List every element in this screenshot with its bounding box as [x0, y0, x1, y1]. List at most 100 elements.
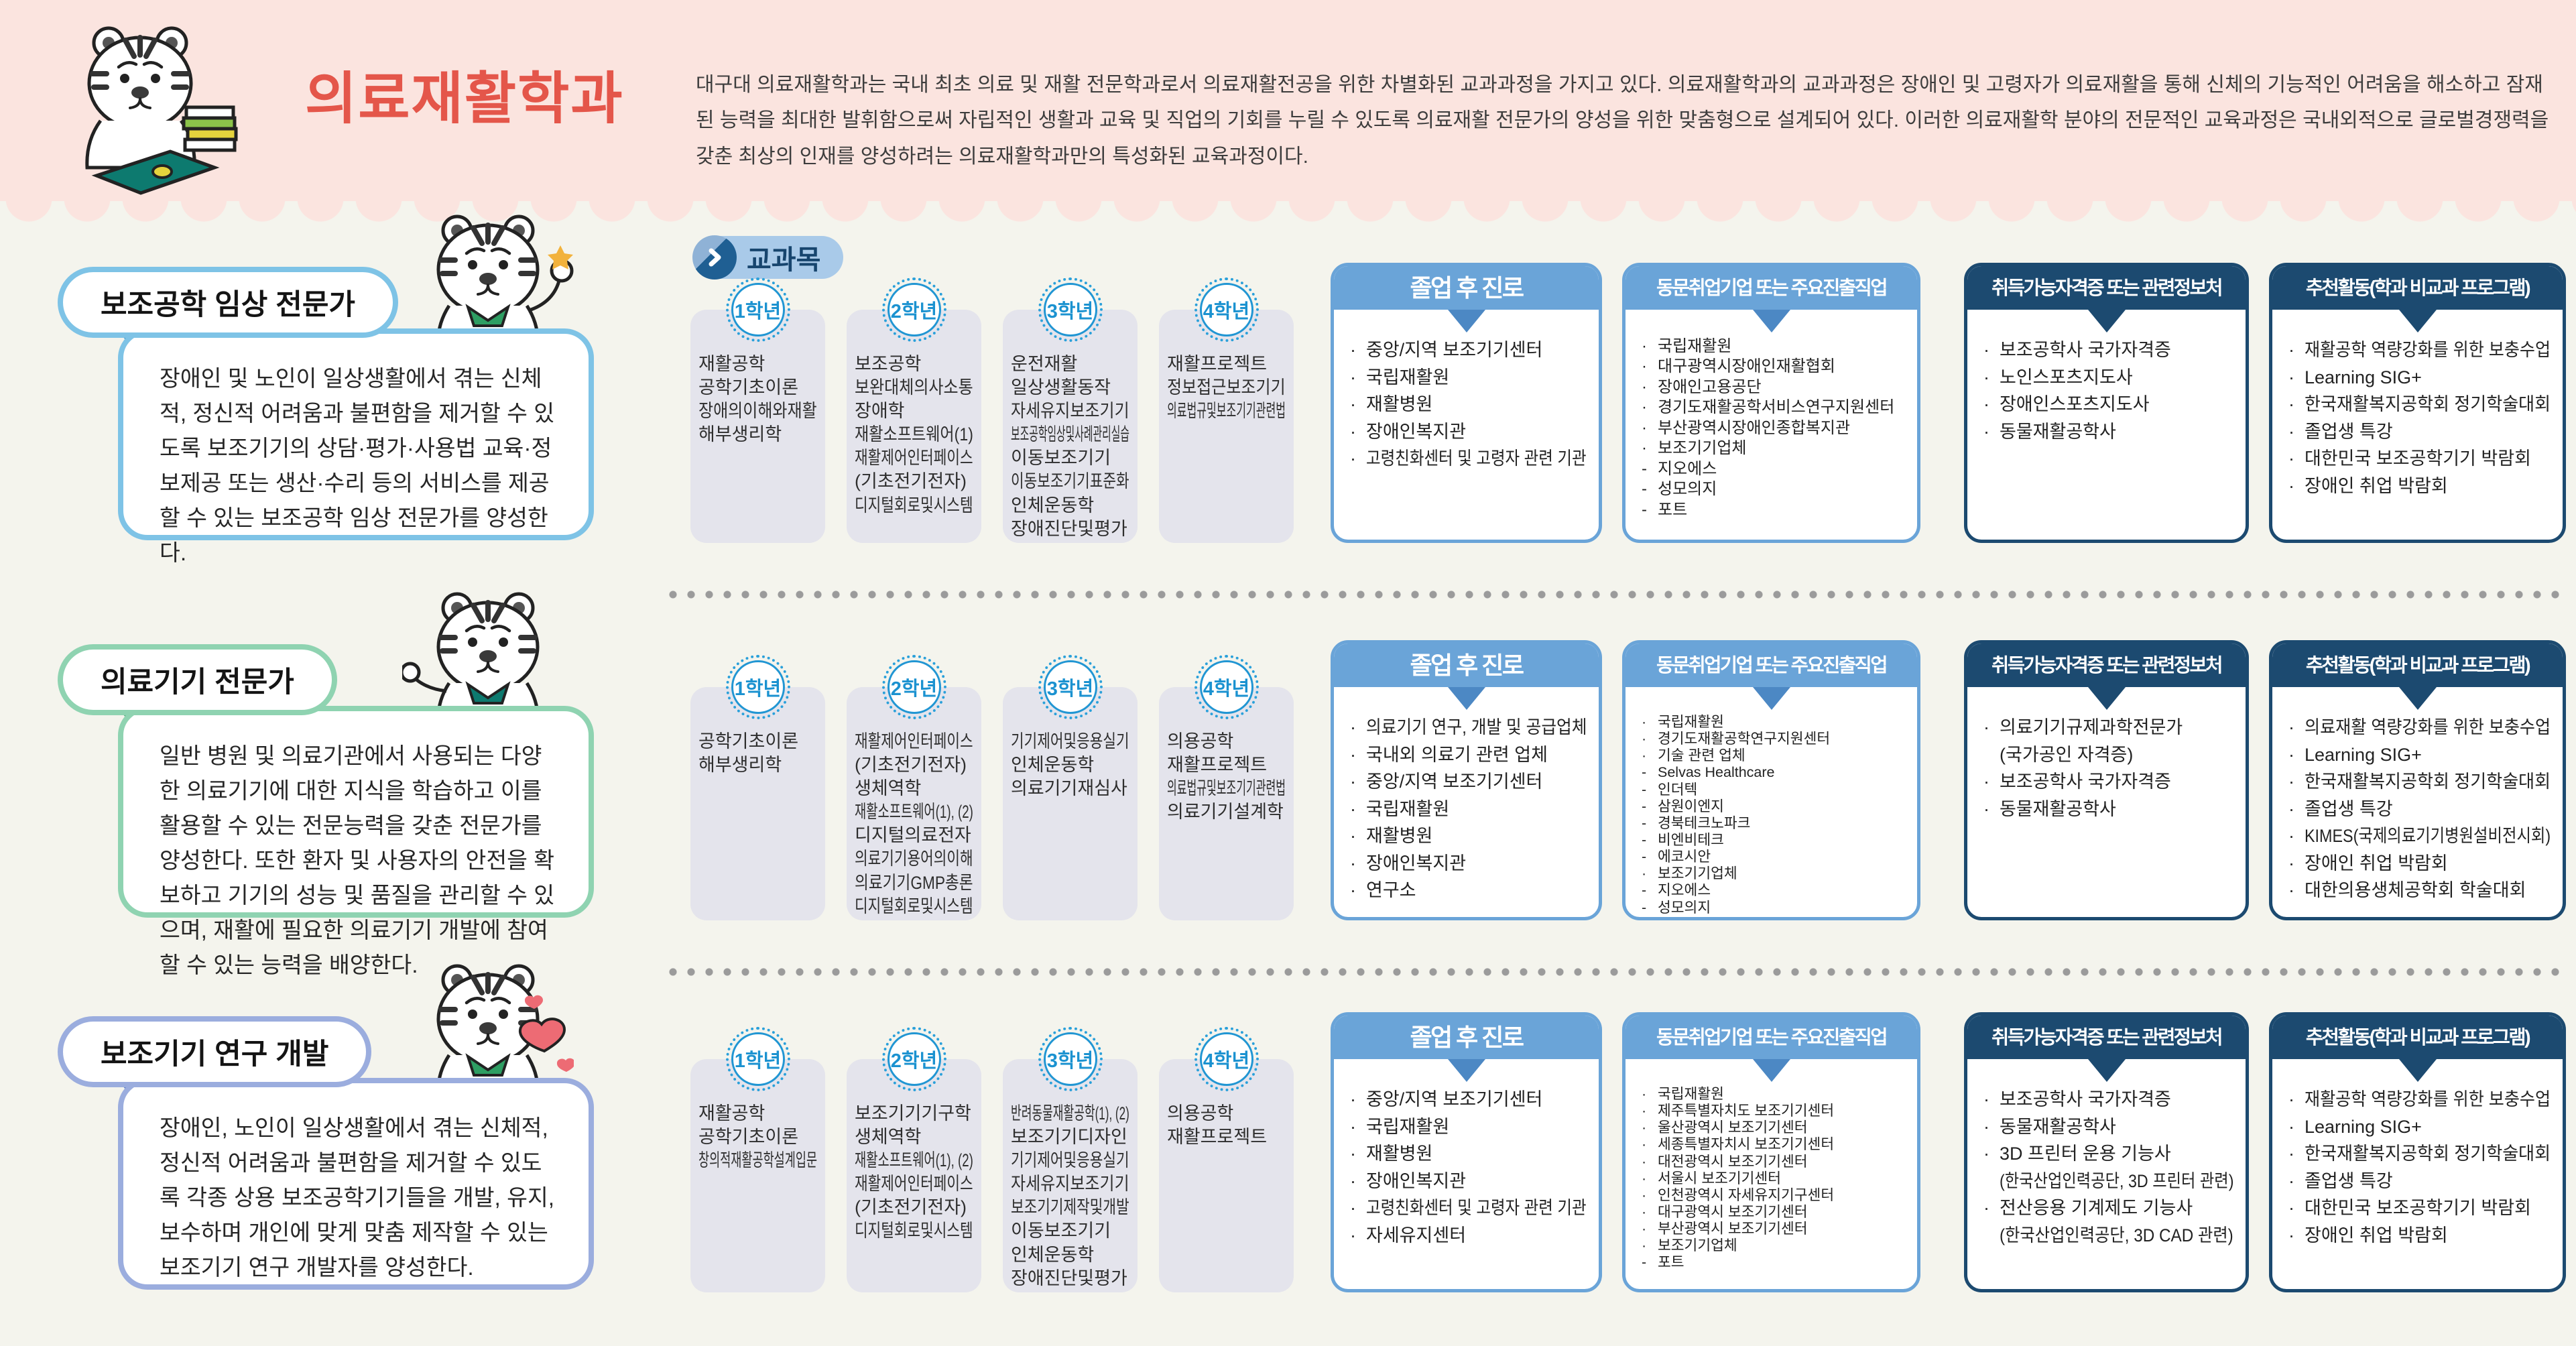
year-badge-label: 1학년	[731, 660, 785, 714]
list-bullet: ·	[1642, 1086, 1647, 1102]
list-item: - 경북테크노파크	[1642, 815, 1905, 832]
list-item-text: KIMES(국제의료기기병원설비전시회)	[2305, 826, 2551, 846]
department-description: 대구대 의료재활학과는 국내 최초 의료 및 재활 전문학과로서 의료재활전공을…	[696, 74, 2549, 168]
list-bullet: -	[1642, 480, 1647, 499]
profession-row: 일반 병원 및 의료기관에서 사용되는 다양한 의료기기에 대한 지식을 학습하…	[0, 592, 2576, 978]
info-box: 동문취업기업 또는 주요진출직업 · 국립재활원 · 제주특별자치도 보조기기센터 · 울산…	[1622, 1012, 1920, 1292]
year-badge: 2학년	[881, 278, 946, 342]
list-bullet: ·	[2288, 1170, 2294, 1191]
list-item: · 보조기기업체	[1642, 438, 1905, 458]
year-badge-label: 1학년	[731, 283, 785, 336]
list-item-text: 국내외 의료기 관련 업체	[1366, 744, 1548, 765]
course-card: 공학기초이론 해부생리학	[690, 687, 825, 920]
list-item: - 비엔비테크	[1642, 832, 1905, 849]
list-item: - 지오에스	[1642, 882, 1905, 899]
list-bullet: ·	[1983, 798, 1989, 819]
list-item-text: 성모의지	[1658, 480, 1717, 499]
info-boxes: 졸업 후 진로 · 중앙/지역 보조기기센터 · 국립재활원 · 재활병원 · 장애인복지관 · 고…	[1331, 263, 2567, 543]
info-box-pointer	[2398, 687, 2437, 710]
info-box-title: 동문취업기업 또는 주요진출직업	[1626, 266, 1917, 310]
info-box-pointer	[1752, 687, 1790, 710]
course-item: 공학기초이론	[698, 1127, 799, 1148]
list-item-text: 중앙/지역 보조기기센터	[1366, 1089, 1543, 1109]
year-badge: 1학년	[725, 278, 790, 342]
list-item: · 대한민국 보조공학기기 박람회	[2288, 1195, 2551, 1222]
course-item: 보조공학	[855, 354, 922, 374]
page-title: 의료재활학과	[305, 67, 624, 130]
list-item: · 경기도재활공학서비스연구지원센터	[1642, 397, 1905, 418]
list-item-text: 장애인복지관	[1366, 421, 1467, 442]
list-bullet: ·	[1350, 1225, 1356, 1245]
info-box-title: 졸업 후 진로	[1334, 1016, 1599, 1059]
list-item-text: 경기도재활공학서비스연구지원센터	[1658, 398, 1895, 417]
list-item-text: 울산광역시 보조기기센터	[1658, 1119, 1808, 1136]
list-bullet: ·	[1350, 772, 1356, 792]
profession-description: 장애인 및 노인이 일상생활에서 겪는 신체적, 정신적 어려움과 불편함을 제…	[118, 328, 594, 566]
course-card: 보조기기기구학 생체역학 재활소프트웨어(1), (2) 재활제어인터페이스 (기초전기…	[847, 1059, 981, 1292]
list-bullet: ·	[1642, 1103, 1647, 1119]
list-item: · 3D 프린터 운용 기능사	[1983, 1140, 2233, 1168]
header-band	[0, 0, 2576, 201]
course-item: 보조기기디자인	[1011, 1127, 1127, 1148]
list-item: · 대한민국 보조공학기기 박람회	[2288, 445, 2551, 473]
tiger-studying-laptop-icon	[47, 8, 241, 200]
course-item: 재활공학	[698, 354, 765, 374]
list-item: · 인천광역시 자세유지기구센터	[1642, 1187, 1905, 1204]
list-item: · 국립재활원	[1350, 364, 1587, 391]
info-box-pointer	[1447, 1059, 1485, 1082]
list-bullet: ·	[1642, 439, 1647, 458]
profession-row: 장애인 및 노인이 일상생활에서 겪는 신체적, 정신적 어려움과 불편함을 제…	[0, 215, 2576, 566]
course-item: 의료기기용어의이해	[855, 849, 973, 869]
list-item-text: 에코시안	[1658, 849, 1711, 865]
course-item: 디지털의료전자	[855, 825, 971, 846]
list-bullet: -	[1642, 849, 1647, 865]
list-item-text: 장애인고용공단	[1658, 377, 1762, 396]
info-box-pointer	[2087, 687, 2126, 710]
list-bullet: ·	[2288, 1198, 2294, 1218]
info-box: 추천활동(학과 비교과 프로그램) · 의료재활 역량강화를 위한 보충수업 · Lea…	[2269, 640, 2566, 920]
list-bullet: ·	[2288, 826, 2294, 846]
year-badge-dotted-ring	[1194, 278, 1259, 342]
course-item: 장애진단및평가	[1011, 1268, 1127, 1288]
list-item-text: 의료기기규제과학전문가	[2000, 717, 2183, 737]
list-item: · 재활병원	[1350, 1140, 1587, 1168]
list-item-text: 한국재활복지공학회 정기학술대회	[2305, 772, 2551, 792]
course-item: 의료기기GMP총론	[855, 872, 973, 893]
course-item: 기기제어및응용실기	[1011, 731, 1129, 751]
list-item-text: 기술 관련 업체	[1658, 747, 1745, 764]
list-item: · 동물재활공학사	[1983, 796, 2233, 823]
list-bullet: ·	[2288, 772, 2294, 792]
list-item: · 중앙/지역 보조기기센터	[1350, 1086, 1587, 1113]
course-card: 재활프로젝트 정보접근보조기기 의료법규및보조기기관련법	[1159, 310, 1294, 543]
course-item: 창의적재활공학설계입문	[698, 1150, 818, 1171]
year-column: 운전재활 일상생활동작 자세유지보조기기 보조공학임상및사례관리실습 이동보조기기 이동보…	[1003, 278, 1138, 543]
list-bullet: -	[1642, 831, 1647, 848]
info-box-title: 취득가능자격증 또는 관련정보처	[1967, 1016, 2246, 1059]
list-item-text: 국립재활원	[1366, 1116, 1450, 1137]
list-bullet: -	[1642, 500, 1647, 519]
list-bullet: ·	[1642, 1153, 1647, 1170]
list-item-text: 전산응용 기계제도 기능사	[2000, 1198, 2193, 1218]
profession-card: 일반 병원 및 의료기관에서 사용되는 다양한 의료기기에 대한 지식을 학습하…	[58, 592, 594, 978]
info-box-list: · 국립재활원 · 제주특별자치도 보조기기센터 · 울산광역시 보조기기센터 · 세종특별자…	[1626, 1082, 1917, 1277]
list-item-text: Learning SIG+	[2305, 744, 2422, 765]
list-item-text: 졸업생 특강	[2305, 421, 2393, 442]
list-item: · 대한의용생체공학회 학술대회	[2288, 877, 2551, 904]
info-box-pointer	[2087, 1059, 2126, 1082]
list-bullet: ·	[1642, 714, 1647, 730]
list-bullet: ·	[1350, 1170, 1356, 1191]
list-item-text: 인더텍	[1658, 781, 1698, 798]
info-box-list: · 국립재활원 · 경기도재활공학연구지원센터 · 기술 관련 업체 - Selvas Hea…	[1626, 710, 1917, 917]
list-item: · 중앙/지역 보조기기센터	[1350, 768, 1587, 796]
list-bullet: ·	[1642, 747, 1647, 764]
course-item: 이동보조기기	[1011, 1221, 1111, 1241]
list-bullet: -	[1642, 1254, 1647, 1271]
list-item: · Learning SIG+	[2288, 741, 2551, 769]
course-item: 의료기기재심사	[1011, 778, 1127, 799]
list-bullet: ·	[1350, 798, 1356, 819]
list-bullet: ·	[1350, 421, 1356, 442]
list-bullet: -	[1642, 764, 1647, 781]
list-item: · 국립재활원	[1350, 796, 1587, 823]
list-item-text: Selvas Healthcare	[1658, 764, 1775, 781]
list-item-text: 동물재활공학사	[2000, 421, 2116, 442]
